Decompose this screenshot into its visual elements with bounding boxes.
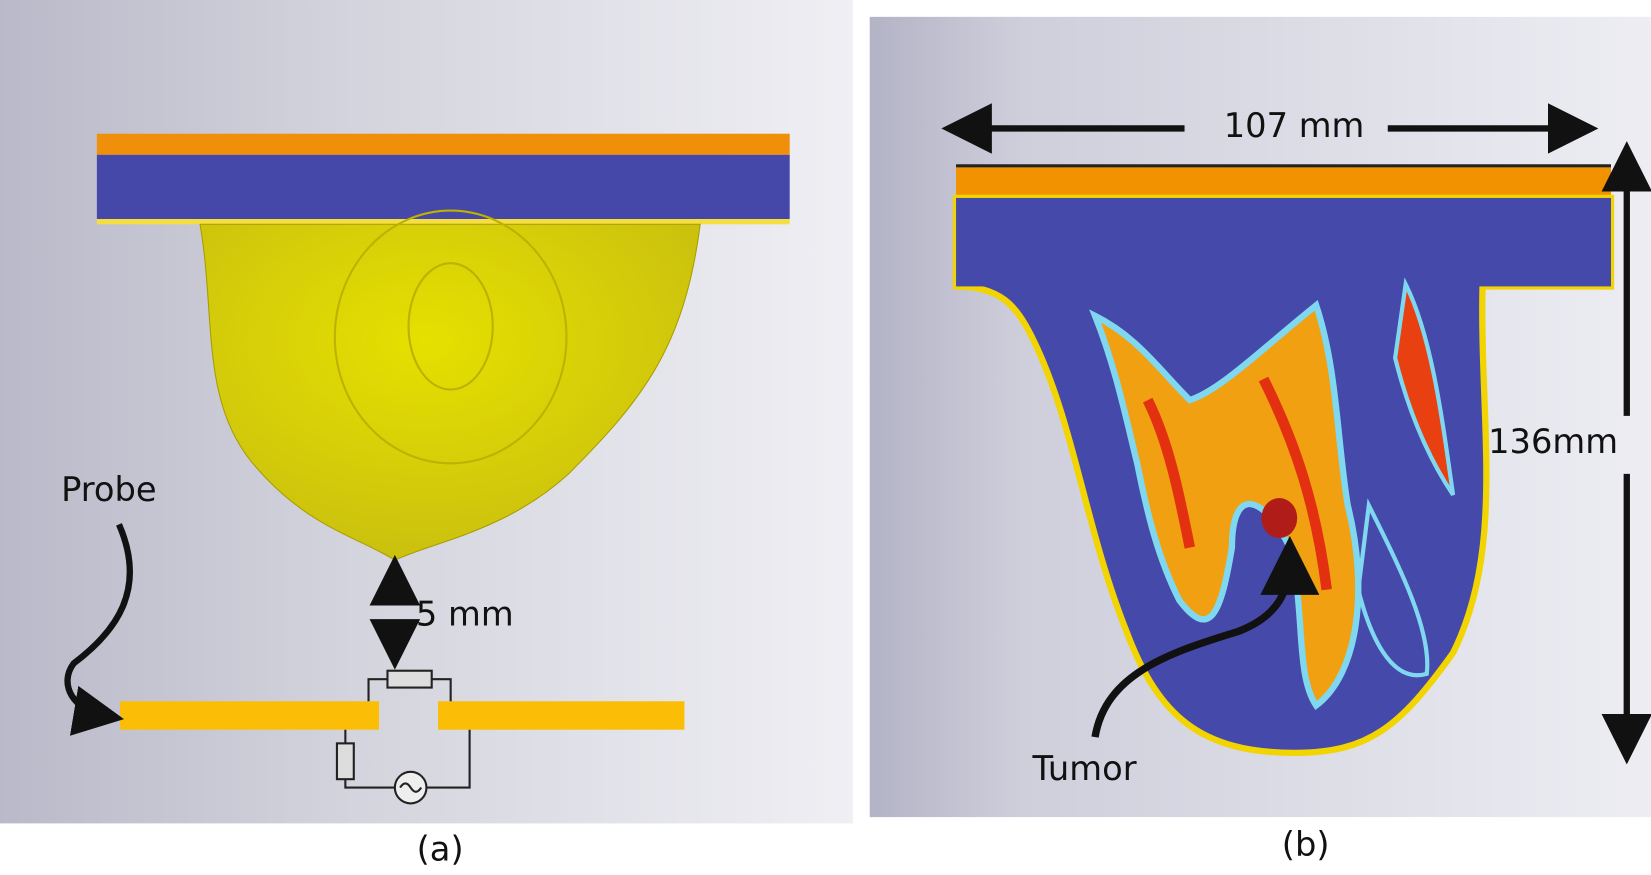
height-label: 136mm (1488, 422, 1618, 461)
contour (407, 262, 494, 391)
tissue (1089, 300, 1362, 711)
probe-arrow (64, 523, 133, 736)
plate (956, 197, 1611, 287)
resistor (386, 669, 433, 689)
probe-label: Probe (61, 470, 157, 509)
probe-arm (120, 701, 380, 730)
source-symbol (399, 782, 423, 793)
tissue-dense (1142, 376, 1332, 591)
panel-b: 107 mm Tumor 136mm (b) (869, 16, 1651, 864)
plate-edge (96, 219, 790, 225)
tumor (1261, 498, 1298, 539)
tissue (1392, 277, 1456, 497)
contour (333, 209, 568, 465)
width-label: 107 mm (1224, 106, 1365, 145)
probe-arm (438, 701, 685, 730)
plate-top (96, 133, 790, 155)
panel-label: (b) (1282, 825, 1330, 864)
tissue (1356, 498, 1430, 678)
gap-label: 5 mm (416, 594, 514, 633)
panel-a: 5 mm Probe (a) (0, 0, 853, 868)
resistor (335, 742, 355, 781)
plate-top (956, 167, 1611, 198)
circuit-wire (344, 678, 471, 789)
panel-label: (a) (417, 829, 464, 868)
tumor-arrow (1091, 535, 1320, 738)
tumor-label: Tumor (1031, 749, 1136, 788)
plate-line (956, 164, 1611, 168)
plate (96, 154, 790, 220)
